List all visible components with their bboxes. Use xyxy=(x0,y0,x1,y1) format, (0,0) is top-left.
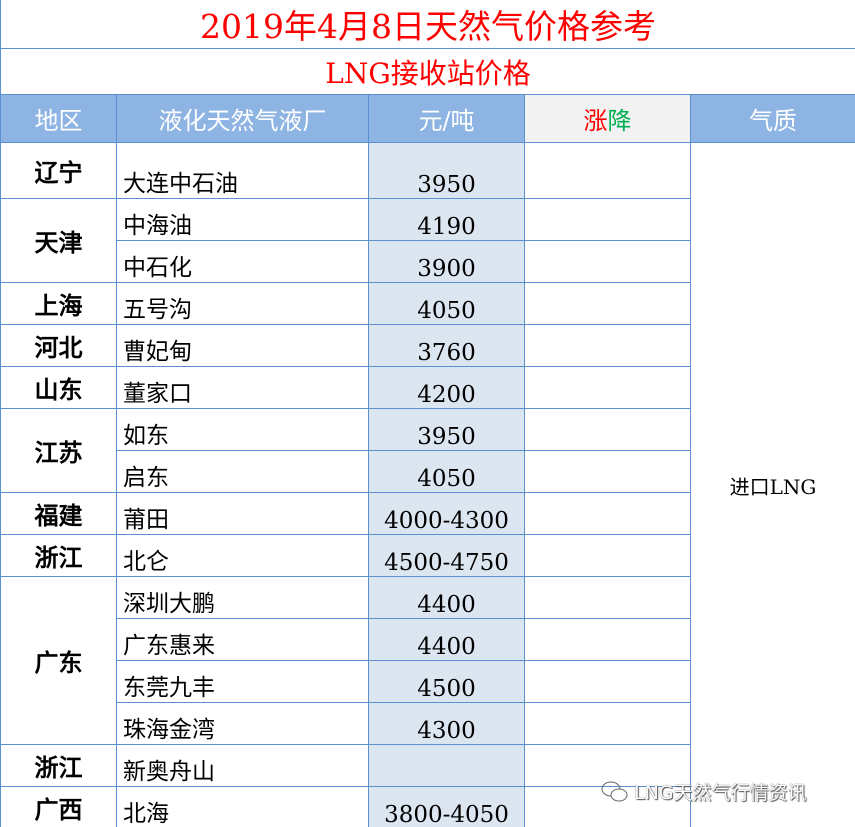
change-cell xyxy=(524,660,691,703)
table-row: 河北 曹妃甸 3760 xyxy=(0,324,855,367)
header-plant: 液化天然气液厂 xyxy=(116,94,369,143)
plant-cell: 如东 xyxy=(116,408,369,451)
price-cell: 4500 xyxy=(368,660,525,703)
plant-cell: 董家口 xyxy=(116,366,369,409)
price-cell: 4300 xyxy=(368,702,525,745)
watermark: LNG天然气行情资讯 xyxy=(600,778,807,805)
wechat-icon xyxy=(601,781,628,801)
table-row: 山东 董家口 4200 xyxy=(0,366,855,409)
change-cell xyxy=(524,534,691,577)
plant-cell: 北海 xyxy=(116,786,369,827)
plant-cell: 启东 xyxy=(116,450,369,493)
region-cell: 广西 xyxy=(0,786,117,827)
region-cell: 浙江 xyxy=(0,534,117,577)
table-row: 上海 五号沟 4050 xyxy=(0,282,855,325)
price-cell xyxy=(368,744,525,787)
price-cell: 3900 xyxy=(368,240,525,283)
plant-cell: 中石化 xyxy=(116,240,369,283)
change-cell xyxy=(524,198,691,241)
change-cell xyxy=(524,492,691,535)
change-cell xyxy=(524,618,691,661)
region-cell: 广东 xyxy=(0,576,117,745)
plant-cell: 新奥舟山 xyxy=(116,744,369,787)
change-cell xyxy=(524,702,691,745)
plant-cell: 珠海金湾 xyxy=(116,702,369,745)
region-cell: 天津 xyxy=(0,198,117,283)
region-cell: 浙江 xyxy=(0,744,117,787)
price-cell: 4050 xyxy=(368,282,525,325)
plant-cell: 五号沟 xyxy=(116,282,369,325)
change-cell xyxy=(524,240,691,283)
header-change-down: 降 xyxy=(607,107,632,135)
change-cell xyxy=(524,450,691,493)
plant-cell: 深圳大鹏 xyxy=(116,576,369,619)
region-cell: 江苏 xyxy=(0,408,117,493)
table-row: 珠海金湾 4300 xyxy=(1,702,855,745)
change-cell xyxy=(524,142,691,199)
header-quality: 气质 xyxy=(689,94,855,143)
plant-cell: 东莞九丰 xyxy=(116,660,369,703)
table-row: 辽宁 大连中石油 3950 进口LNG xyxy=(0,142,855,827)
header-change: 涨降 xyxy=(524,94,691,143)
price-cell: 4050 xyxy=(368,450,525,493)
sheet-subtitle: LNG接收站价格 xyxy=(0,48,855,95)
table-row: 中石化 3900 xyxy=(1,240,855,283)
table-row: 东莞九丰 4500 xyxy=(1,660,855,703)
plant-cell: 广东惠来 xyxy=(116,618,369,661)
sheet-title: 2019年4月8日天然气价格参考 xyxy=(0,0,855,49)
plant-cell: 北仑 xyxy=(116,534,369,577)
plant-cell: 曹妃甸 xyxy=(116,324,369,367)
change-cell xyxy=(524,786,691,827)
price-cell: 4500-4750 xyxy=(368,534,525,577)
table-row: 江苏 如东 3950 xyxy=(0,408,855,493)
change-cell xyxy=(524,576,691,619)
change-cell xyxy=(524,282,691,325)
plant-cell: 中海油 xyxy=(116,198,369,241)
table-row: 广东惠来 4400 xyxy=(1,618,855,661)
price-cell: 4000-4300 xyxy=(368,492,525,535)
table-row: 广东 深圳大鹏 4400 xyxy=(0,576,855,745)
change-cell xyxy=(524,324,691,367)
plant-cell: 莆田 xyxy=(116,492,369,535)
price-cell: 4400 xyxy=(368,618,525,661)
change-cell xyxy=(524,408,691,451)
price-cell: 4400 xyxy=(368,576,525,619)
table-row: 福建 莆田 4000-4300 xyxy=(0,492,855,535)
region-cell: 上海 xyxy=(0,282,117,325)
table-row: 广西 北海 3800-4050 xyxy=(0,786,855,827)
quality-cell: 进口LNG xyxy=(689,142,855,827)
price-cell: 3950 xyxy=(368,408,525,451)
price-cell: 4190 xyxy=(368,198,525,241)
table-row: 启东 4050 xyxy=(1,450,855,493)
change-cell xyxy=(524,744,691,787)
price-cell: 3800-4050 xyxy=(368,786,525,827)
region-cell: 辽宁 xyxy=(0,142,117,199)
plant-cell: 大连中石油 xyxy=(116,142,369,199)
watermark-text: LNG天然气行情资讯 xyxy=(634,782,807,804)
region-cell: 福建 xyxy=(0,492,117,535)
table-row: 天津 中海油 4190 xyxy=(0,198,855,283)
change-cell xyxy=(524,366,691,409)
price-cell: 3760 xyxy=(368,324,525,367)
price-cell: 3950 xyxy=(368,142,525,199)
header-region: 地区 xyxy=(0,94,117,143)
header-change-up: 涨 xyxy=(583,107,608,135)
region-cell: 河北 xyxy=(0,324,117,367)
price-cell: 4200 xyxy=(368,366,525,409)
region-cell: 山东 xyxy=(0,366,117,409)
header-price: 元/吨 xyxy=(368,94,525,143)
